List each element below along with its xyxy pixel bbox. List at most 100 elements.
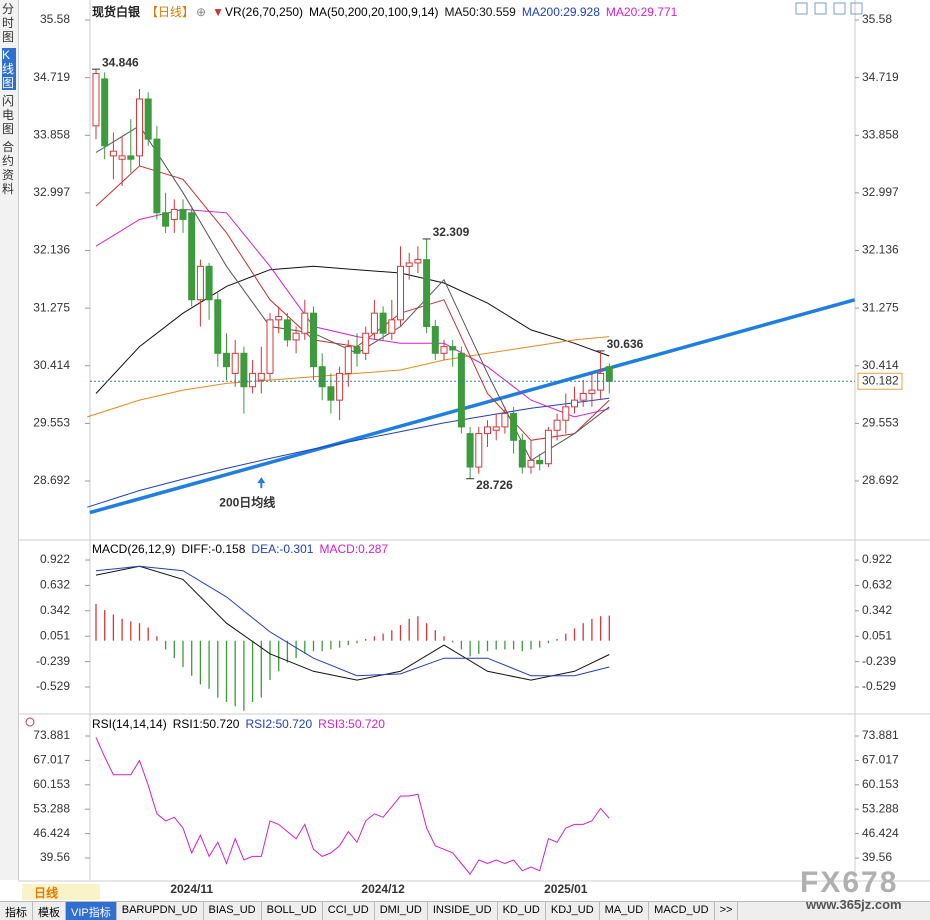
annotation-label: 28.726 [476,478,513,492]
y-tick-label: 31.275 [862,300,899,314]
series-line [95,208,610,418]
note-label: 200日均线 [219,494,275,509]
legend-item: MA50:30.559 [444,5,516,19]
candle-body [179,208,187,220]
tab[interactable]: VIP指标 [66,902,117,920]
legend-item: DEA:-0.301 [251,542,314,556]
candle-body [527,459,535,468]
series-line [95,165,610,441]
rsi-header: RSI(14,14,14) RSI1:50.720 RSI2:50.720 RSI3:… [92,717,391,731]
candle-body [475,433,483,468]
tab[interactable]: DMI_UD [375,902,428,920]
side-tab[interactable]: 分时图 [2,2,15,44]
candle-body [397,265,404,321]
candle-body [344,346,352,374]
side-tab[interactable]: 闪电图 [2,94,15,136]
rsi-icon [25,717,35,727]
y-tick-label: -0.239 [36,654,70,668]
legend-item: RSI1:50.720 [172,717,240,731]
candle-body [370,312,378,334]
candle-body [353,346,361,354]
tab[interactable]: 指标 [0,902,33,920]
candle-body [214,299,222,354]
candle-body [449,346,457,351]
candle-body [492,426,500,431]
y-tick-label: 53.288 [862,801,899,815]
y-tick-label: 30.414 [33,358,70,372]
tab[interactable]: BIAS_UD [204,902,262,920]
candle-body [501,413,509,428]
macd-header: MACD(26,12,9) DIFF:-0.158 DEA:-0.301 MACD:0… [92,542,394,556]
candle-body [431,326,439,354]
tab[interactable]: INSIDE_UD [428,902,498,920]
series-line [87,397,610,508]
macd-title: MACD(26,12,9) [92,542,176,556]
candle-body [327,386,335,401]
y-tick-label: 28.692 [33,473,70,487]
candle-body [101,78,109,147]
candle-body [136,98,143,157]
legend-item: DIFF:-0.158 [181,542,246,556]
y-tick-label: 0.051 [40,628,70,642]
candle-body [553,419,561,431]
y-tick-label: -0.529 [36,679,70,693]
tab[interactable]: MACD_UD [649,902,715,920]
candle-body [466,433,474,468]
toolbar-icons[interactable] [795,2,863,15]
candle-body [562,406,570,421]
y-tick-label: 53.288 [33,801,70,815]
y-tick-label: 29.553 [33,416,70,430]
tab[interactable]: CCI_UD [323,902,375,920]
tab[interactable]: 模板 [33,902,66,920]
candle-body [196,265,204,301]
y-tick-label: 34.719 [862,70,899,84]
y-tick-label: 29.553 [862,416,899,430]
candle-body [588,389,596,394]
indicator: VR(26,70,250) [224,5,304,19]
y-tick-label: -0.529 [862,679,896,693]
tab[interactable]: KDJ_UD [546,902,600,920]
add-icon[interactable]: ⊕ [196,5,207,19]
side-tab[interactable]: 合约资料 [2,140,15,196]
candle-body [205,265,213,301]
y-tick-label: 32.136 [862,243,899,257]
tab[interactable]: MA_UD [600,902,650,920]
candle-body [118,155,126,160]
candle-body [162,212,170,227]
period-tag[interactable]: 日线 [22,884,100,900]
y-tick-label: 32.997 [862,185,899,199]
y-tick-label: 0.051 [862,628,892,642]
candle-body [544,429,552,465]
y-tick-label: 60.153 [33,777,70,791]
candle-body [231,352,239,374]
legend-item: MA20:29.771 [605,5,678,19]
candle-body [240,352,248,388]
candle-body [484,426,491,435]
candle-body [266,319,274,374]
side-tab[interactable]: K线图 [2,48,16,90]
legend-item: MA200:29.928 [521,5,600,19]
y-tick-label: 73.881 [33,728,70,742]
candle-body [571,399,578,408]
series-line [95,265,610,394]
x-tick-label: 2025/01 [544,882,588,896]
candle-body [362,332,370,354]
note-arrow [257,477,266,489]
y-tick-label: 0.632 [40,578,70,592]
candle-body [283,319,291,341]
candle-body [127,155,135,160]
tab[interactable]: BARUPDN_UD [117,902,204,920]
candle-body [457,352,465,428]
candle-body [336,372,344,401]
series-line [87,336,610,418]
tab[interactable]: >> [715,902,739,920]
tab-bar: 指标 模板 VIP指标 BARUPDN_UD BIAS_UD BOLL_UD CCI_UD D… [0,901,930,920]
candle-body [301,312,309,334]
candle-body [153,138,161,214]
tab[interactable]: KD_UD [498,902,546,920]
y-tick-label: 39.56 [40,850,70,864]
y-tick-label: 39.56 [862,850,892,864]
tab[interactable]: BOLL_UD [262,902,323,920]
